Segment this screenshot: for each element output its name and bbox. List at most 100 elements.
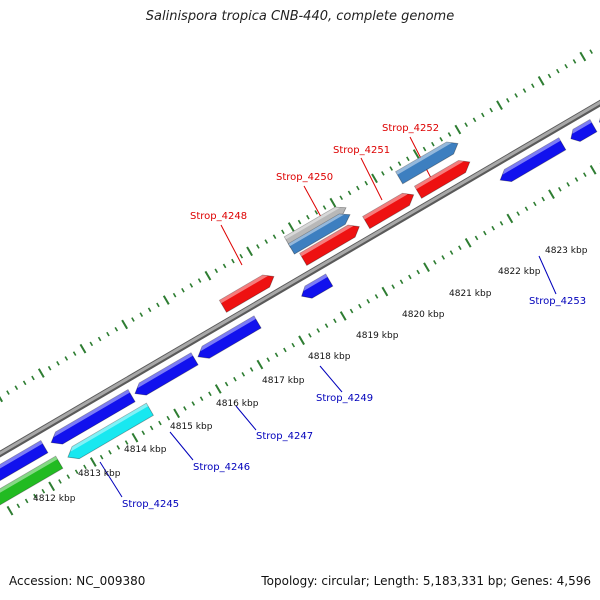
outer-minor-tick	[222, 263, 227, 269]
outer-minor-tick	[47, 365, 52, 371]
outer-major-tick	[204, 270, 212, 281]
inner-major-tick	[89, 457, 97, 467]
outer-minor-tick	[547, 73, 552, 79]
outer-major-tick	[579, 51, 587, 62]
inner-major-tick	[298, 335, 305, 346]
outer-major-tick	[79, 343, 87, 354]
kbp-label: 4812 kbp	[33, 494, 76, 504]
forward-leader-line	[360, 157, 383, 201]
gene-strop-4247-arrow	[197, 315, 262, 359]
gene-strop-4246-highlight	[137, 352, 193, 389]
gene-strop-4246-arrow	[134, 352, 199, 396]
outer-minor-tick	[89, 341, 94, 347]
inner-minor-tick	[108, 449, 112, 455]
gene-strop-4250b-highlight	[284, 207, 341, 240]
outer-major-tick	[162, 295, 170, 305]
inner-minor-tick	[16, 503, 21, 509]
forward-gene-label: Strop_4252	[382, 123, 439, 134]
outer-minor-tick	[447, 132, 452, 137]
inner-minor-tick	[116, 445, 121, 450]
inner-minor-tick	[99, 454, 104, 460]
outer-minor-tick	[356, 185, 360, 191]
inner-minor-tick	[41, 488, 46, 494]
inner-minor-tick	[516, 211, 520, 216]
inner-minor-tick	[416, 269, 421, 275]
kbp-label: 4822 kbp	[498, 267, 541, 277]
kbp-scale-labels: 4812 kbp 4813 kbp 4814 kbp 4815 kbp 4816 kbp…	[33, 246, 588, 504]
outer-minor-tick	[397, 161, 402, 166]
outer-minor-tick	[181, 287, 185, 293]
outer-minor-tick	[22, 380, 27, 386]
inner-major-tick	[339, 311, 347, 321]
outer-major-tick	[537, 76, 545, 86]
outer-minor-tick	[256, 244, 260, 249]
outer-minor-tick	[439, 137, 443, 142]
inner-minor-tick	[33, 493, 37, 499]
inner-minor-tick	[433, 260, 437, 265]
inner-minor-tick	[533, 201, 537, 207]
outer-minor-tick	[564, 63, 568, 69]
inner-minor-tick	[474, 235, 479, 241]
inner-major-tick	[548, 189, 555, 199]
inner-major-tick	[381, 286, 389, 297]
gene-strop-4244-highlight	[0, 440, 43, 469]
gene-strop-4248-arrow	[218, 274, 275, 313]
outer-major-tick	[287, 222, 295, 232]
inner-minor-tick	[58, 479, 62, 484]
inner-minor-tick	[541, 196, 545, 202]
outer-minor-tick	[322, 205, 327, 210]
inner-major-tick	[173, 408, 180, 419]
inner-minor-tick	[483, 230, 487, 236]
outer-major-tick	[496, 100, 503, 111]
inner-minor-tick	[83, 464, 87, 470]
inner-minor-tick	[333, 318, 337, 324]
inner-minor-tick	[24, 498, 29, 504]
inner-minor-tick	[408, 274, 412, 280]
kbp-label: 4821 kbp	[449, 289, 492, 299]
inner-minor-tick	[158, 420, 162, 426]
kbp-label: 4815 kbp	[170, 422, 213, 432]
gene-strop-4247-highlight	[200, 315, 256, 352]
outer-minor-tick	[389, 166, 394, 171]
gene-strop-4245b-arrow	[67, 402, 154, 460]
inner-minor-tick	[141, 430, 146, 436]
gene-strop-4253-highlight	[502, 137, 561, 175]
inner-minor-tick	[283, 347, 287, 353]
inner-major-tick	[6, 505, 14, 516]
outer-minor-tick	[31, 375, 35, 381]
outer-minor-tick	[214, 268, 219, 274]
inner-minor-tick	[66, 474, 71, 479]
inner-major-tick	[256, 359, 264, 370]
inner-minor-tick	[74, 469, 79, 475]
outer-minor-tick	[197, 278, 202, 283]
accession-text: Accession: NC_009380	[9, 574, 146, 588]
inner-minor-tick	[358, 303, 362, 309]
outer-minor-tick	[472, 117, 477, 123]
gene-strop-4250c-arrow	[287, 213, 351, 255]
inner-minor-tick	[366, 298, 371, 304]
inner-major-tick	[589, 164, 597, 175]
gene-strop-4250-highlight	[299, 225, 354, 257]
inner-minor-tick	[291, 342, 296, 348]
outer-minor-tick	[131, 317, 135, 322]
kbp-label: 4814 kbp	[124, 445, 167, 455]
outer-minor-tick	[339, 195, 344, 201]
reverse-leader-line	[538, 255, 557, 295]
inner-minor-tick	[208, 391, 212, 397]
inner-minor-tick	[499, 221, 504, 226]
gene-strop-4249-highlight	[303, 274, 328, 291]
label-leader-lines	[99, 136, 557, 498]
outer-minor-tick	[572, 59, 577, 64]
outer-minor-tick	[64, 356, 69, 361]
inner-major-tick	[423, 262, 430, 273]
reverse-leader-line	[99, 461, 123, 498]
inner-minor-tick	[183, 406, 187, 411]
gene-strop-4250c-highlight	[288, 214, 345, 247]
outer-minor-tick	[56, 361, 60, 366]
map-title: Salinispora tropica CNB-440, complete ge…	[145, 9, 455, 24]
gene-strop-4246a-arrow	[50, 389, 136, 445]
backbone-line	[0, 100, 600, 456]
inner-minor-tick	[124, 440, 129, 445]
inner-minor-tick	[241, 372, 246, 377]
outer-minor-tick	[556, 68, 560, 74]
